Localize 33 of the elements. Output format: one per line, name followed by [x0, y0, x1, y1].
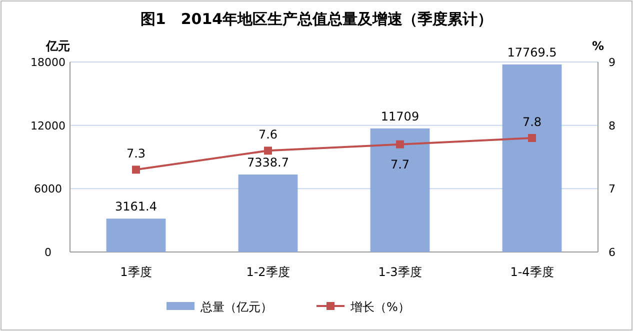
y2-tick-label: 9 [608, 56, 616, 69]
point [264, 146, 272, 155]
point [396, 140, 404, 148]
bar [370, 128, 430, 252]
x-tick-label: 1-2季度 [246, 265, 290, 279]
point [528, 134, 536, 142]
legend-label: 总量（亿元） [200, 300, 272, 314]
data-label: 3161.4 [115, 200, 157, 214]
x-tick-label: 1-4季度 [510, 265, 554, 279]
y-tick-label: 12000 [30, 119, 66, 132]
point [132, 166, 140, 174]
y2-axis-title: % [592, 39, 604, 53]
data-label: 7.7 [390, 157, 410, 172]
data-label: 7.6 [258, 128, 278, 142]
y-axis-title: 亿元 [45, 39, 70, 53]
data-label: 11709 [380, 109, 420, 124]
y2-tick-label: 7 [608, 182, 616, 196]
data-label: 7.8 [522, 115, 542, 129]
x-tick-label: 1-3季度 [378, 265, 422, 279]
y-tick-label: 0 [44, 246, 52, 259]
bar [106, 218, 166, 252]
bar [502, 64, 562, 252]
x-tick-label: 1季度 [120, 265, 152, 279]
chart-title: 图1 2014年地区生产总值总量及增速（季度累计） [140, 10, 493, 28]
data-label: 17769.5 [507, 45, 557, 60]
y-tick-label: 6000 [34, 182, 62, 196]
y2-tick-label: 8 [608, 119, 616, 132]
legend-label: 增长（%） [350, 300, 410, 314]
bar [238, 174, 298, 252]
y2-tick-label: 6 [608, 246, 616, 259]
data-label: 7.3 [126, 146, 146, 161]
data-label: 7338.7 [247, 156, 289, 170]
y-tick-label: 18000 [30, 56, 66, 69]
